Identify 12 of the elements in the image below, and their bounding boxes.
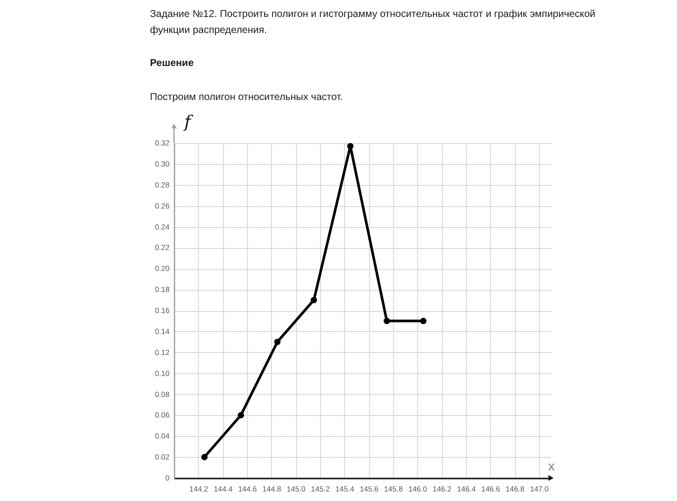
y-axis-title: f <box>182 112 194 132</box>
point <box>201 454 208 460</box>
point <box>274 338 281 346</box>
point <box>347 142 354 150</box>
point <box>310 296 318 304</box>
point <box>384 318 390 324</box>
point <box>420 318 426 324</box>
text: Построим полигон относительных частот. <box>150 92 343 103</box>
chart-subtitle: Решение <box>150 58 194 69</box>
chart-title: Задание №12. Построить полигон и гистограмму относительных частот и график эмпирической функции распределения. <box>150 9 596 36</box>
x-axis-title: X <box>548 462 556 474</box>
point <box>238 412 244 418</box>
